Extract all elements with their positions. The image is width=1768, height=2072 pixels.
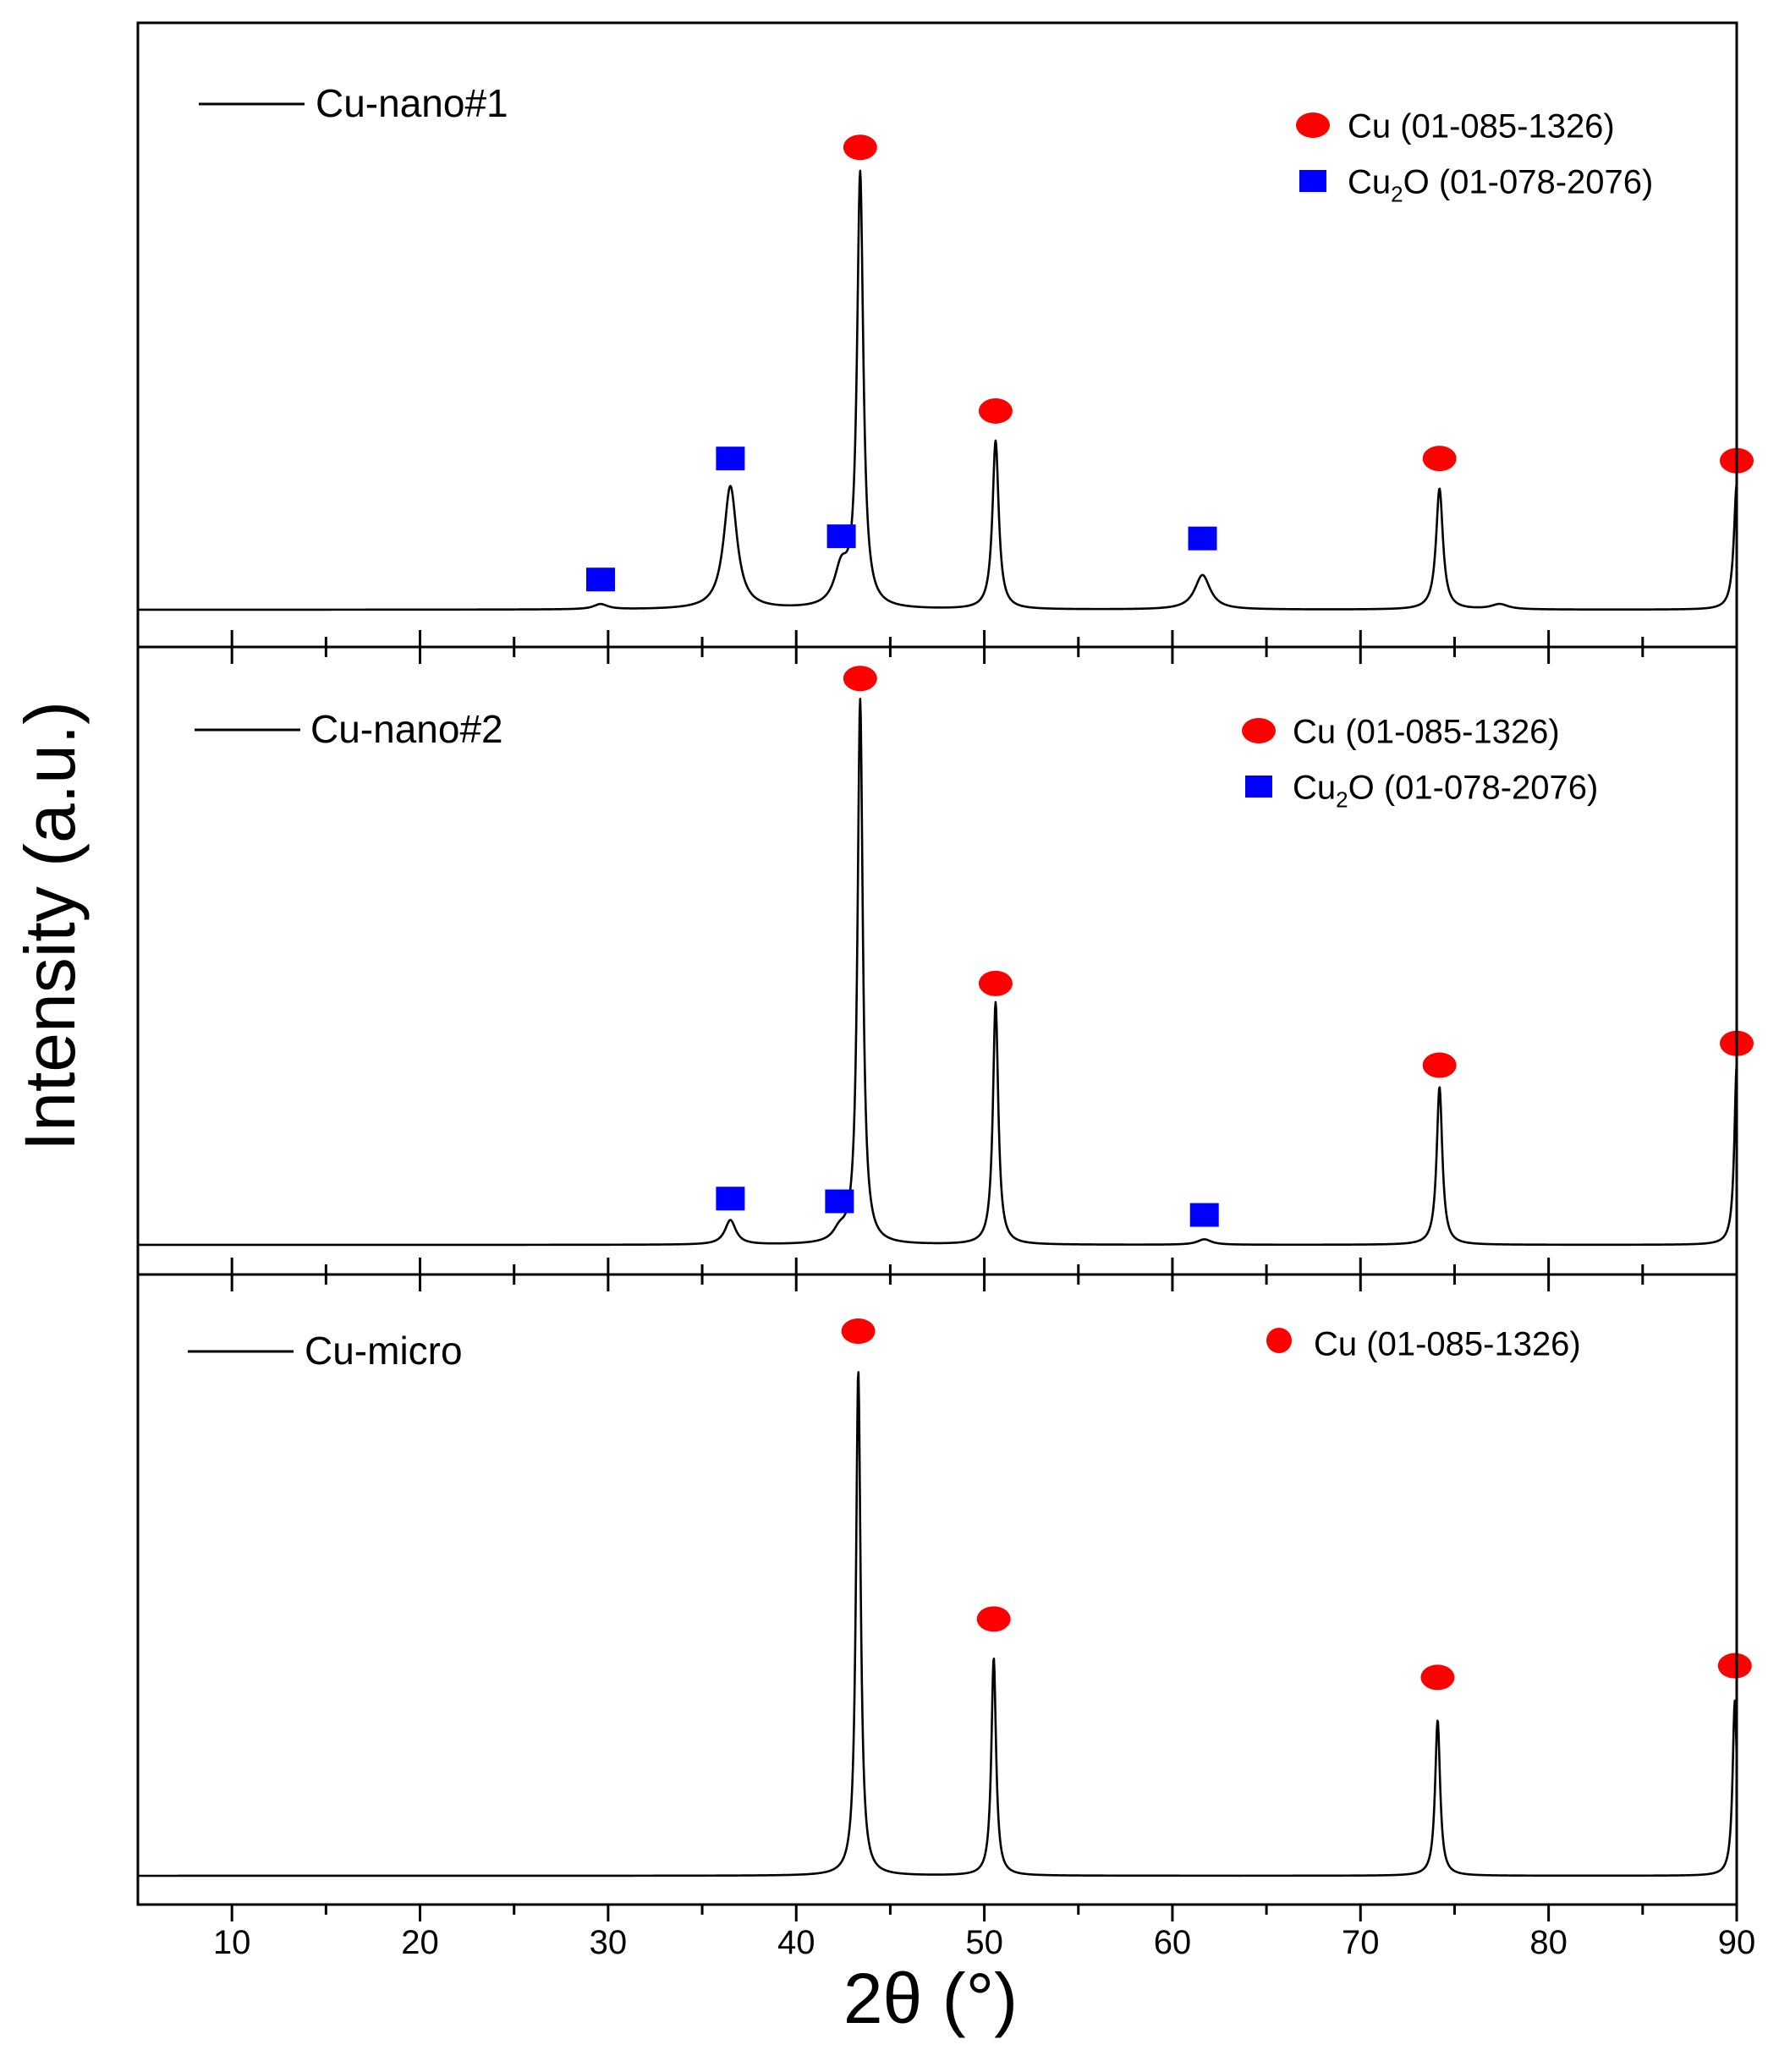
cu-peak-marker [1717, 1653, 1752, 1679]
panel-cu-nano-2: Cu-nano#2 Cu (01-085-1326) Cu2O (01-078-20… [137, 666, 1754, 1247]
legend-label: Cu (01-085-1326) [1314, 1325, 1581, 1362]
cu2o-peak-marker [1188, 526, 1217, 551]
cu2o-peak-marker [716, 1187, 745, 1211]
cu-peak-marker [843, 134, 877, 161]
x-tick-label: 40 [777, 1924, 815, 1961]
legend-label: Cu (01-085-1326) [1348, 107, 1615, 145]
legend-cu-marker [1266, 1328, 1292, 1353]
cu2o-peak-marker [585, 567, 615, 592]
x-tick-label: 90 [1718, 1924, 1756, 1961]
axes-layer: 10 20 30 40 50 60 70 80 90 [136, 21, 1756, 1961]
x-axis-title: 2θ (°) [843, 1959, 1018, 2038]
cu-peak-marker [1420, 1664, 1455, 1691]
sample-legend-label: Cu-micro [305, 1329, 463, 1373]
sample-legend-label: Cu-nano#1 [316, 81, 508, 125]
legend-cu-marker [1242, 718, 1276, 743]
cu-peak-marker [841, 1318, 876, 1344]
panel-cu-micro: Cu-micro Cu (01-085-1326) [137, 1318, 1752, 1877]
cu-peak-marker [976, 1606, 1011, 1632]
panel-frame-3 [136, 1273, 1738, 1906]
x-tick-label: 80 [1529, 1924, 1568, 1961]
x-tick-label: 20 [401, 1924, 439, 1961]
legend-cu2o-marker [1299, 170, 1326, 192]
cu2o-peak-marker [826, 524, 856, 549]
cu-peak-marker [978, 397, 1013, 424]
x-tick-label: 30 [590, 1924, 628, 1961]
legend-cu2o-marker [1245, 776, 1272, 798]
cu2o-peak-marker [1189, 1203, 1219, 1227]
sample-legend-label: Cu-nano#2 [310, 707, 503, 751]
x-tick-label: 10 [213, 1924, 251, 1961]
cu-peak-marker [978, 970, 1013, 996]
x-tick-label: 50 [965, 1924, 1003, 1961]
legend-label: Cu2O (01-078-2076) [1348, 163, 1653, 206]
cu2o-peak-marker [825, 1189, 854, 1214]
panel-cu-nano-1: Cu-nano#1 Cu (01-085-1326) Cu2O (01-078-20… [137, 81, 1754, 611]
x-tick-label: 60 [1154, 1924, 1192, 1961]
xrd-trace-3 [137, 1371, 1738, 1877]
cu-peak-marker [1422, 1052, 1457, 1078]
xrd-trace-2 [137, 697, 1738, 1247]
cu2o-peak-marker [716, 447, 745, 471]
y-axis-title: Intensity (a.u.) [10, 701, 90, 1151]
panels-layer: Cu-nano#1 Cu (01-085-1326) Cu2O (01-078-20… [137, 81, 1754, 1877]
x-tick-label: 70 [1342, 1924, 1380, 1961]
cu-peak-marker [843, 666, 877, 692]
legend-label: Cu (01-085-1326) [1293, 713, 1560, 750]
xrd-trace-1 [137, 169, 1738, 611]
legend-cu-marker [1296, 112, 1330, 138]
cu-peak-marker [1422, 446, 1457, 472]
legend-label: Cu2O (01-078-2076) [1293, 769, 1598, 812]
